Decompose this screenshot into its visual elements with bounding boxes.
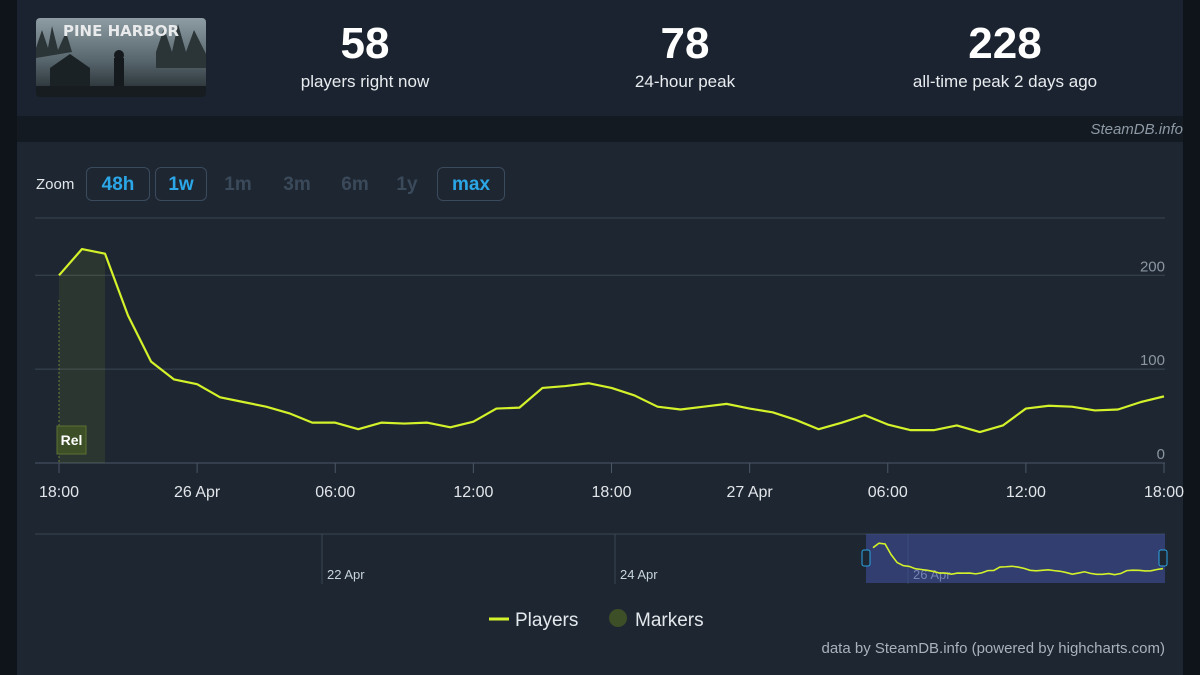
- zoom-1y-button: 1y: [396, 174, 418, 195]
- players-line: [58, 247, 1165, 434]
- navigator-selection: [866, 534, 1165, 583]
- stat-current-players: 58 players right now: [265, 18, 465, 92]
- zoom-6m-button: 6m: [341, 174, 369, 195]
- x-axis: 18:00 26 Apr 06:00 12:00 18:00 27 Apr 06:00 12:…: [39, 463, 1184, 501]
- chart-grid: [35, 217, 1165, 464]
- navigator-label: 24 Apr: [620, 567, 658, 582]
- navigator-handle-left: [861, 549, 871, 567]
- divider-strip: [17, 116, 1183, 142]
- stats-header: [17, 0, 1183, 116]
- stat-value: 78: [660, 19, 710, 68]
- zoom-1w-button[interactable]: 1w: [155, 167, 207, 201]
- x-tick-label: 18:00: [39, 484, 79, 501]
- zoom-label: Zoom: [36, 176, 75, 193]
- zoom-3m-button: 3m: [283, 174, 311, 195]
- x-tick-label: 18:00: [1144, 484, 1184, 501]
- x-tick-label: 26 Apr: [174, 484, 221, 501]
- x-tick-label: 06:00: [868, 484, 908, 501]
- logo-text: PINE HARBOR: [63, 22, 179, 40]
- zoom-1m-button: 1m: [224, 174, 252, 195]
- y-tick-label: 100: [1140, 352, 1165, 369]
- y-tick-label: 200: [1140, 258, 1165, 275]
- game-logo-art: PINE HARBOR: [36, 18, 206, 97]
- chart-legend: Players Markers: [489, 609, 704, 631]
- stat-24h-peak: 78 24-hour peak: [585, 18, 785, 92]
- legend-markers-swatch: [609, 609, 627, 627]
- players-series: [58, 247, 1165, 463]
- series-area: [59, 249, 106, 463]
- steamdb-credit-link[interactable]: SteamDB.info: [1090, 121, 1183, 138]
- legend-players-label: Players: [515, 610, 578, 631]
- stat-label: all-time peak 2 days ago: [912, 72, 1098, 91]
- game-logo[interactable]: PINE HARBOR: [36, 18, 206, 97]
- y-tick-label: 0: [1157, 446, 1165, 463]
- y-axis-labels: 0 100 200: [1140, 258, 1165, 463]
- zoom-48h-button[interactable]: 48h: [86, 167, 150, 201]
- highcharts-credit[interactable]: data by SteamDB.info (powered by highcha…: [821, 640, 1166, 657]
- marker-badge: [56, 425, 87, 455]
- stat-value: 228: [968, 19, 1042, 68]
- x-tick-label: 12:00: [1006, 484, 1046, 501]
- legend-markers-label: Markers: [635, 610, 704, 631]
- stat-label: players right now: [300, 72, 430, 91]
- x-tick-label: 27 Apr: [726, 484, 773, 501]
- stat-all-time-peak: 228 all-time peak 2 days ago: [880, 18, 1130, 92]
- x-tick-label: 18:00: [591, 484, 631, 501]
- zoom-max-button[interactable]: max: [437, 167, 505, 201]
- stat-value: 58: [340, 19, 390, 68]
- stat-label: 24-hour peak: [634, 72, 736, 91]
- x-tick-label: 06:00: [315, 484, 355, 501]
- x-tick-label: 12:00: [453, 484, 493, 501]
- navigator-handle-right: [1158, 549, 1168, 567]
- navigator-line: [872, 542, 1164, 576]
- marker-label: Rel: [61, 432, 83, 448]
- navigator-label: 22 Apr: [327, 567, 365, 582]
- release-marker: Rel: [56, 300, 87, 463]
